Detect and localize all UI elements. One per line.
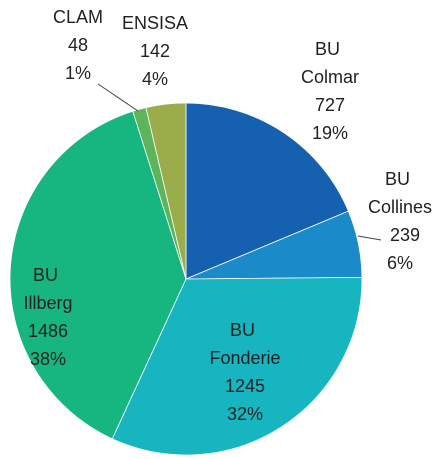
pie-slice [111, 276, 363, 456]
category-label: CLAM [53, 7, 103, 27]
pie-slice [9, 110, 187, 440]
value-label: 142 [140, 41, 170, 61]
leader-line [97, 83, 139, 112]
category-line: Fonderie [209, 348, 280, 368]
percent-label: 38% [30, 349, 66, 369]
category-line: ENSISA [122, 13, 188, 33]
leader-line [357, 235, 382, 241]
category-line: BU [230, 320, 260, 340]
percent-label: 32% [227, 404, 263, 424]
category-line: Illberg [23, 293, 72, 313]
value-label: 239 [390, 225, 420, 245]
category-label: BU Illberg [23, 265, 72, 313]
category-label: BU Collines [368, 169, 432, 217]
percent-label: 19% [312, 123, 348, 143]
value-label: 1245 [225, 376, 265, 396]
category-label: BU Fonderie [209, 320, 280, 368]
category-line: Colmar [301, 67, 359, 87]
value-label: 1486 [28, 321, 68, 341]
category-label: ENSISA [122, 13, 188, 33]
pie-slice [185, 102, 349, 280]
percent-label: 6% [387, 253, 413, 273]
category-line: CLAM [53, 7, 103, 27]
category-line: BU [385, 169, 415, 189]
percent-label: 1% [65, 63, 91, 83]
category-line: BU [315, 39, 345, 59]
category-line: Collines [368, 197, 432, 217]
category-line: BU [33, 265, 63, 285]
value-label: 727 [315, 95, 345, 115]
percent-label: 4% [142, 69, 168, 89]
category-label: BU Colmar [301, 39, 359, 87]
value-label: 48 [68, 35, 88, 55]
pie-slice [145, 102, 187, 280]
